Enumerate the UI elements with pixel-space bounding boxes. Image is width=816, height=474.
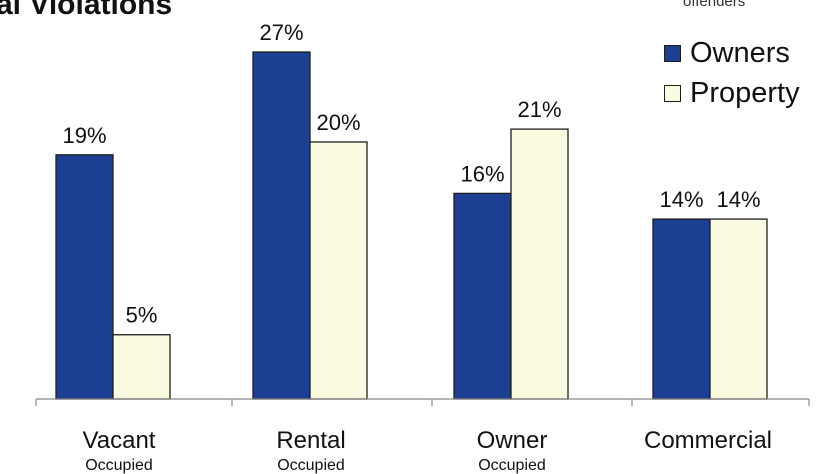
data-label: 21% <box>517 97 561 122</box>
data-label: 5% <box>126 303 158 328</box>
chart-title: al Violations <box>0 0 173 21</box>
x-tick-sublabel: Occupied <box>85 457 153 474</box>
bar-owners <box>252 51 311 400</box>
bar-property <box>112 334 171 400</box>
x-tick-label: Owner <box>477 427 548 454</box>
x-tick-label: Commercial <box>644 427 772 454</box>
data-label: 27% <box>259 20 303 45</box>
legend-swatch-property <box>664 84 681 102</box>
bar-property <box>510 128 569 400</box>
bar-property <box>709 218 768 400</box>
x-tick-sublabel: Occupied <box>478 457 546 474</box>
legend-swatch-owners <box>664 44 681 62</box>
data-label: 16% <box>460 161 504 186</box>
data-label: 14% <box>659 187 703 212</box>
bar-owners <box>652 218 711 400</box>
bar-owners <box>55 154 114 400</box>
legend-item-owners: Owners <box>664 33 800 73</box>
bar-owners <box>453 192 512 400</box>
legend: Owners Property <box>664 33 800 113</box>
data-label: 20% <box>316 110 360 135</box>
data-label: 19% <box>62 123 106 148</box>
legend-label-owners: Owners <box>690 36 790 69</box>
x-tick-label: Rental <box>276 427 345 454</box>
x-tick-sublabel: Occupied <box>277 457 345 474</box>
legend-header: offenders <box>683 0 746 10</box>
legend-item-property: Property <box>664 73 800 113</box>
legend-label-property: Property <box>690 76 800 109</box>
data-label: 14% <box>716 187 760 212</box>
x-tick-label: Vacant <box>83 427 156 454</box>
bar-property <box>309 141 368 400</box>
